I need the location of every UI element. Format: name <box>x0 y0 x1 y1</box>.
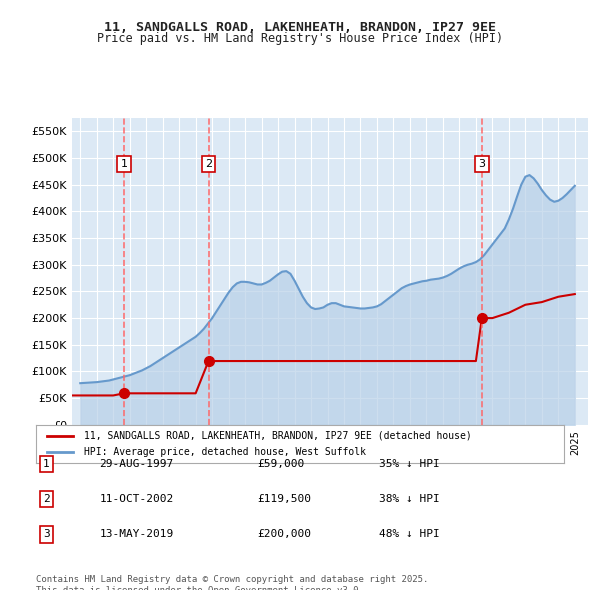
Text: HPI: Average price, detached house, West Suffolk: HPI: Average price, detached house, West… <box>83 447 365 457</box>
Text: Contains HM Land Registry data © Crown copyright and database right 2025.
This d: Contains HM Land Registry data © Crown c… <box>36 575 428 590</box>
Text: 35% ↓ HPI: 35% ↓ HPI <box>379 459 440 469</box>
Text: £59,000: £59,000 <box>258 459 305 469</box>
Text: 11, SANDGALLS ROAD, LAKENHEATH, BRANDON, IP27 9EE (detached house): 11, SANDGALLS ROAD, LAKENHEATH, BRANDON,… <box>83 431 471 441</box>
Text: Price paid vs. HM Land Registry's House Price Index (HPI): Price paid vs. HM Land Registry's House … <box>97 32 503 45</box>
Text: £200,000: £200,000 <box>258 529 312 539</box>
Text: 2: 2 <box>205 159 212 169</box>
Text: 2: 2 <box>43 494 50 504</box>
Text: 29-AUG-1997: 29-AUG-1997 <box>100 459 173 469</box>
Text: 48% ↓ HPI: 48% ↓ HPI <box>379 529 440 539</box>
Text: 3: 3 <box>43 529 50 539</box>
Text: 11, SANDGALLS ROAD, LAKENHEATH, BRANDON, IP27 9EE: 11, SANDGALLS ROAD, LAKENHEATH, BRANDON,… <box>104 21 496 34</box>
Text: 1: 1 <box>121 159 128 169</box>
Text: £119,500: £119,500 <box>258 494 312 504</box>
Text: 11-OCT-2002: 11-OCT-2002 <box>100 494 173 504</box>
Text: 1: 1 <box>43 459 50 469</box>
Text: 3: 3 <box>478 159 485 169</box>
Text: 13-MAY-2019: 13-MAY-2019 <box>100 529 173 539</box>
Text: 38% ↓ HPI: 38% ↓ HPI <box>379 494 440 504</box>
